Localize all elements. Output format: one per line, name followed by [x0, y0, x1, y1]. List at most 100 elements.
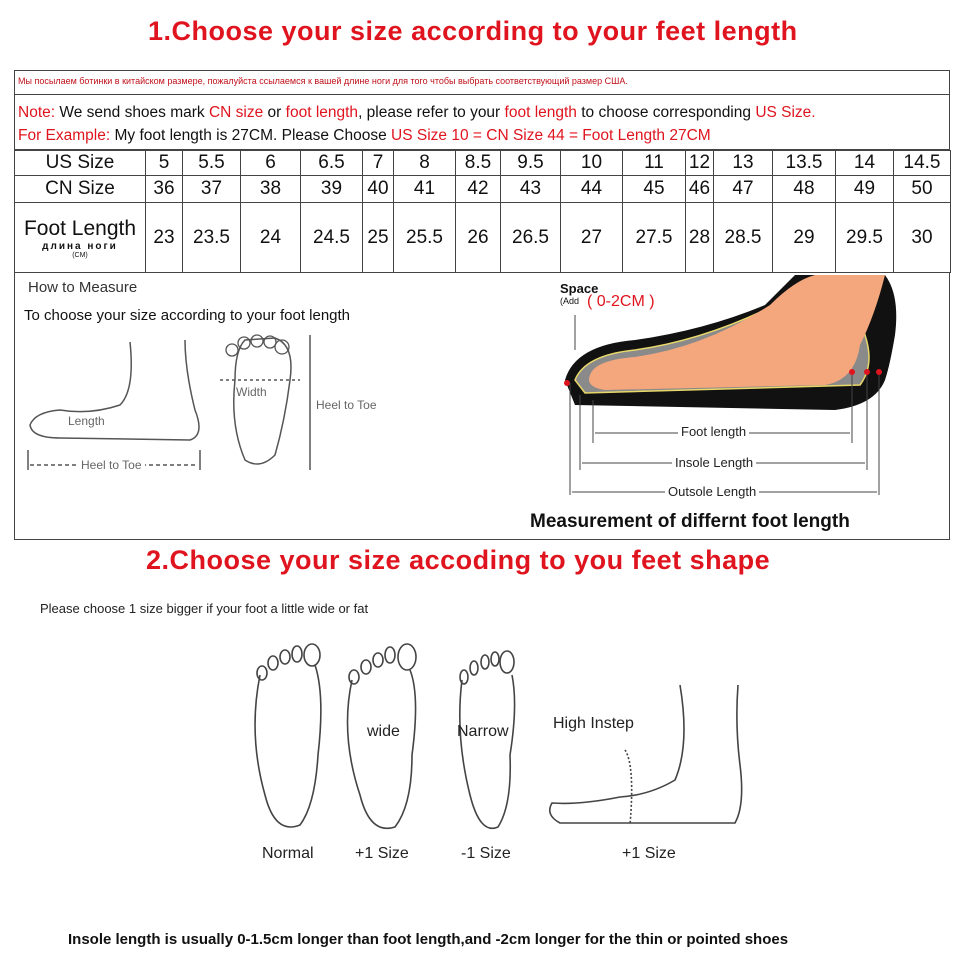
table-row: CN Size 36 37 38 39 40 41 42 43 44 45 46 47 48 49 50 [14, 175, 951, 203]
divider [14, 94, 950, 95]
table-cell: 25.5 [393, 202, 456, 273]
measure-points [564, 369, 882, 386]
note-highlight: foot length [504, 104, 577, 121]
space-add-label: (Add [560, 296, 580, 306]
row-label-cell: Foot Length длина ноги (CM) [14, 202, 146, 273]
example-text: My foot length is 27CM. Please Choose [110, 127, 392, 144]
row-label-cell: CN Size [14, 175, 146, 203]
table-row: US Size 5 5.5 6 6.5 7 8 8.5 9.5 10 11 12 13 13.5 14 14.… [14, 150, 951, 176]
table-cell: 44 [560, 175, 623, 203]
sole-outline [233, 337, 292, 465]
table-cell: 13.5 [772, 150, 836, 176]
table-cell: 28 [685, 202, 714, 273]
length-label: Length [68, 414, 105, 428]
feet-shape-illustration [254, 643, 743, 830]
table-cell: 7 [362, 150, 394, 176]
foot-length-label: Foot length [678, 424, 750, 439]
table-cell: 10 [560, 150, 623, 176]
note-highlight: foot length [285, 104, 359, 121]
table-cell: 14 [835, 150, 894, 176]
table-cell: 40 [362, 175, 394, 203]
table-cell: 38 [240, 175, 301, 203]
table-cell: 24.5 [300, 202, 363, 273]
example-highlight: US Size 10 = CN Size 44 = Foot Length 27… [391, 127, 711, 144]
row-sublabel: длина ноги [42, 240, 118, 252]
note-text: to choose corresponding [576, 104, 756, 121]
space-label: Space [560, 281, 599, 296]
table-cell: 26.5 [500, 202, 561, 273]
note-line: Note: We send shoes mark CN size or foot… [18, 104, 816, 122]
note-box [14, 70, 950, 150]
example-label: For Example: [18, 127, 111, 144]
table-cell: 9.5 [500, 150, 561, 176]
table-cell: 12 [685, 150, 714, 176]
wide-label: wide [367, 723, 400, 740]
section2-title: 2.Choose your size accoding to you feet … [146, 545, 771, 575]
table-cell: 8 [393, 150, 456, 176]
sole-heel-to-toe-label: Heel to Toe [316, 398, 377, 412]
table-cell: 48 [772, 175, 836, 203]
row-label: US Size [45, 152, 115, 173]
footer-note: Insole length is usually 0-1.5cm longer … [68, 931, 789, 948]
table-cell: 50 [893, 175, 951, 203]
section1-title: 1.Choose your size according to your fee… [148, 16, 798, 46]
table-cell: 6.5 [300, 150, 363, 176]
table-cell: 46 [685, 175, 714, 203]
table-cell: 23.5 [182, 202, 241, 273]
table-cell: 11 [622, 150, 686, 176]
insole-length-label: Insole Length [672, 455, 757, 470]
normal-caption: Normal [262, 845, 314, 862]
table-cell: 24 [240, 202, 301, 273]
narrow-foot-outline [459, 674, 516, 830]
high-instep-label: High Instep [553, 715, 634, 732]
example-line: For Example: My foot length is 27CM. Ple… [18, 127, 711, 145]
table-cell: 27.5 [622, 202, 686, 273]
narrow-label: Narrow [457, 723, 509, 740]
shoe-cross-section-illustration [564, 275, 897, 495]
measure-heading: How to Measure [28, 279, 138, 296]
russian-note: Мы посылаем ботинки в китайском размере,… [18, 76, 628, 86]
measure-subheading: To choose your size according to your fo… [24, 307, 351, 324]
table-cell: 49 [835, 175, 894, 203]
table-cell: 29.5 [835, 202, 894, 273]
measure-box [14, 272, 950, 540]
side-foot-outline [29, 339, 200, 441]
note-label: Note: [18, 104, 56, 121]
note-highlight: US Size. [755, 104, 816, 121]
high-instep-foot-outline [549, 684, 743, 824]
table-cell: 39 [300, 175, 363, 203]
table-cell: 5 [145, 150, 183, 176]
table-cell: 29 [772, 202, 836, 273]
table-cell: 13 [713, 150, 773, 176]
wide-foot-outline [346, 669, 417, 830]
table-cell: 23 [145, 202, 183, 273]
table-cell: 28.5 [713, 202, 773, 273]
table-cell: 25 [362, 202, 394, 273]
table-cell: 14.5 [893, 150, 951, 176]
note-text: , please refer to your [358, 104, 505, 121]
table-cell: 45 [622, 175, 686, 203]
table-cell: 27 [560, 202, 623, 273]
table-cell: 26 [455, 202, 501, 273]
row-label: CN Size [45, 178, 115, 199]
table-cell: 36 [145, 175, 183, 203]
foot-shape [589, 275, 885, 390]
width-label: Width [236, 385, 267, 399]
normal-toes [256, 643, 321, 681]
note-text: or [263, 104, 286, 121]
table-cell: 41 [393, 175, 456, 203]
minus-one-caption: -1 Size [461, 845, 511, 862]
table-cell: 43 [500, 175, 561, 203]
table-cell: 37 [182, 175, 241, 203]
row-label: Foot Length [23, 216, 137, 240]
normal-foot-outline [254, 664, 322, 828]
table-cell: 5.5 [182, 150, 241, 176]
table-cell: 47 [713, 175, 773, 203]
table-cell: 42 [455, 175, 501, 203]
note-highlight: CN size [208, 104, 264, 121]
note-text: We send shoes mark [55, 104, 209, 121]
table-cell: 8.5 [455, 150, 501, 176]
outsole-length-label: Outsole Length [665, 484, 760, 499]
table-cell: 30 [893, 202, 951, 273]
table-cell: 6 [240, 150, 301, 176]
